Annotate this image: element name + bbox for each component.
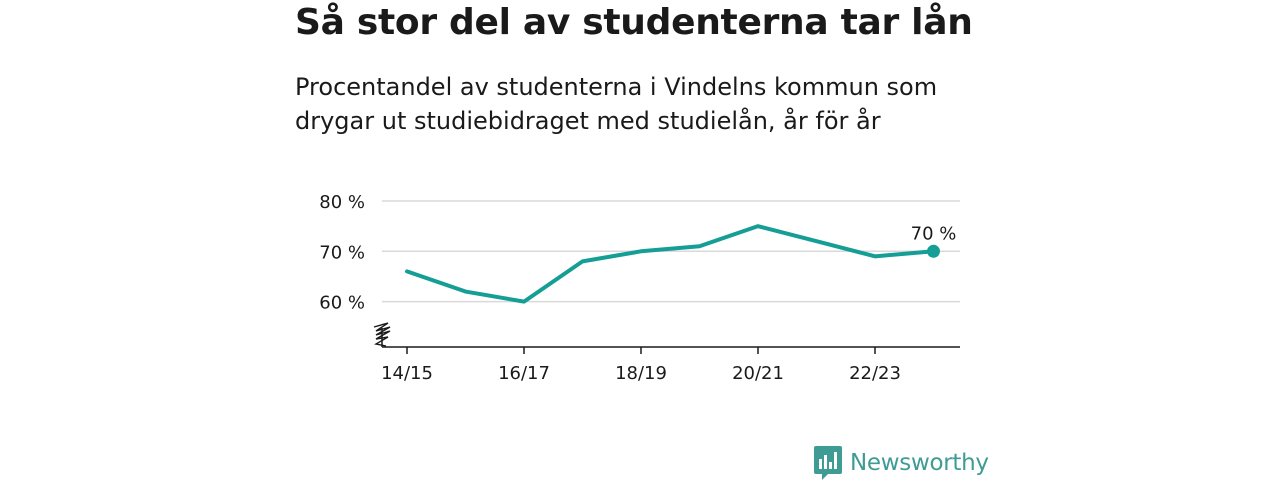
brand-name: Newsworthy — [850, 450, 989, 476]
x-tick-label: 20/21 — [732, 363, 784, 384]
series-end-point — [927, 244, 940, 258]
data-labels: 70 % — [911, 223, 957, 244]
end-value-label: 70 % — [911, 223, 957, 244]
x-tick-label: 22/23 — [849, 363, 901, 384]
x-axis-ticks: 14/15 16/17 18/19 20/21 22/23 — [381, 347, 901, 384]
chart-title: Så stor del av studenterna tar lån — [295, 2, 973, 43]
bar-chart-speech-bubble-icon — [814, 446, 842, 480]
series-line — [405, 224, 936, 304]
y-tick-label: 70 % — [319, 242, 365, 263]
newsworthy-logo: Newsworthy — [814, 445, 989, 481]
x-tick-label: 14/15 — [381, 363, 433, 384]
y-tick-label: 60 % — [319, 293, 365, 314]
x-tick-label: 18/19 — [615, 363, 667, 384]
axes — [373, 322, 960, 348]
y-axis-tick-labels: 60 % 70 % 80 % — [319, 192, 365, 314]
data-series — [405, 224, 940, 304]
axis-break-zigzag — [373, 322, 391, 347]
gridlines — [382, 200, 960, 303]
y-tick-label: 80 % — [319, 192, 365, 213]
chart-subtitle: Procentandel av studenterna i Vindelns k… — [295, 73, 938, 135]
x-tick-label: 16/17 — [498, 363, 550, 384]
